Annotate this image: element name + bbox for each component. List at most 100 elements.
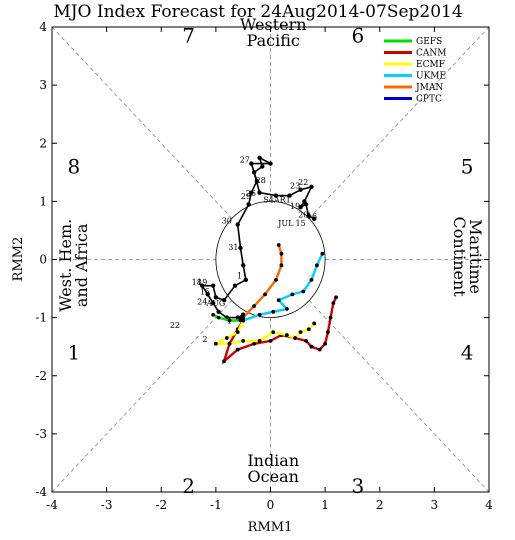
observed-point xyxy=(235,222,240,227)
observed-point xyxy=(221,297,227,303)
forecast-point-ukme xyxy=(284,307,289,311)
y-tick-label: -3 xyxy=(35,427,47,441)
forecast-point-canm xyxy=(235,347,240,352)
forecast-point-ecmf xyxy=(213,341,218,346)
forecast-point-cptc xyxy=(241,312,246,317)
observed-point xyxy=(312,216,317,222)
observed-day-label: 2 xyxy=(202,335,207,344)
observed-day-label: S4AR1 xyxy=(263,196,290,205)
phase-number-label: 4 xyxy=(461,341,474,365)
y-tick-label: -4 xyxy=(35,485,47,499)
region-label-line: Maritime xyxy=(466,219,485,294)
y-tick-label: 1 xyxy=(39,194,47,208)
forecast-point-ecmf xyxy=(257,338,262,343)
observed-point xyxy=(273,193,279,198)
forecast-point-ukme xyxy=(257,312,262,317)
observed-day-label: 19 xyxy=(197,278,207,287)
observed-point xyxy=(216,309,221,315)
forecast-point-ecmf xyxy=(306,327,311,332)
forecast-point-ukme xyxy=(276,298,281,303)
legend-label-cptc: CPTC xyxy=(416,95,442,105)
unit-circle xyxy=(215,200,326,319)
phase-number-label: 6 xyxy=(352,24,365,48)
forecast-point-canm xyxy=(222,359,226,364)
observed-day-label: 31 xyxy=(228,243,238,252)
phase-number-label: 3 xyxy=(352,474,365,498)
forecast-point-canm xyxy=(268,338,273,343)
diagonal-line xyxy=(51,26,233,219)
forecast-point-canm xyxy=(304,338,308,343)
observed-day-label: 16 xyxy=(307,212,317,221)
x-tick-label: -2 xyxy=(155,498,167,512)
region-label-line: Ocean xyxy=(248,467,299,486)
observed-day-label: 1 xyxy=(237,272,242,281)
observed-point xyxy=(251,170,257,175)
observed-day-label: AUG xyxy=(205,299,225,308)
forecast-point-gefs xyxy=(211,312,216,317)
forecast-point-ukme xyxy=(301,289,306,294)
observed-point xyxy=(254,178,260,184)
forecast-point-ukme xyxy=(241,318,246,323)
forecast-point-canm xyxy=(323,341,328,346)
y-tick-label: 3 xyxy=(39,78,47,92)
y-tick-label: 4 xyxy=(39,20,47,34)
y-tick-label: 2 xyxy=(39,136,47,150)
region-label: West. Hem.and Africa xyxy=(56,219,91,312)
observed-point xyxy=(243,277,249,283)
forecast-point-jman xyxy=(252,304,257,308)
observed-point xyxy=(210,300,216,306)
region-label-line: Pacific xyxy=(247,31,300,50)
observed-day-label: 28 xyxy=(256,176,266,185)
observed-day-label: JUL xyxy=(277,219,294,228)
forecast-point-ukme xyxy=(309,277,314,282)
legend-label-canm: CANM xyxy=(416,49,446,59)
forecast-point-jman xyxy=(274,277,278,282)
forecast-point-ecmf xyxy=(241,338,246,343)
observed-day-label: 27 xyxy=(240,155,250,164)
forecast-point-canm xyxy=(334,295,338,300)
forecast-point-ukme xyxy=(290,292,295,297)
forecast-point-ukme xyxy=(320,251,325,256)
forecast-point-jman xyxy=(276,243,281,247)
observed-point xyxy=(249,190,254,195)
diagonal-line xyxy=(308,26,490,219)
observed-point xyxy=(298,187,303,192)
forecast-point-jman xyxy=(279,263,284,268)
legend-label-jman: JMAN xyxy=(415,83,443,93)
x-tick-label: 1 xyxy=(321,498,329,512)
region-label-line: Indian xyxy=(247,451,299,470)
observed-point xyxy=(257,155,262,160)
observed-point xyxy=(309,184,314,190)
observed-day-label: 23 xyxy=(290,182,300,191)
forecast-point-jman xyxy=(279,251,284,256)
region-label: MaritimeContinent xyxy=(450,216,485,297)
phase-number-label: 2 xyxy=(182,474,195,498)
x-tick-label: -4 xyxy=(46,498,58,512)
observed-day-label: 15 xyxy=(295,219,305,228)
forecast-point-canm xyxy=(317,347,322,352)
forecast-point-canm xyxy=(331,301,336,305)
region-labels: Western Pacific Indian Ocean West. Hem.and A… xyxy=(56,15,485,486)
forecast-point-ecmf xyxy=(284,333,289,337)
forecast-point-gefs xyxy=(238,318,243,323)
x-tick-label: -3 xyxy=(101,498,113,512)
x-tick-label: 0 xyxy=(267,498,275,512)
forecast-point-canm xyxy=(252,341,257,346)
forecast-point-ecmf xyxy=(235,330,240,335)
legend-label-ecmf: ECMF xyxy=(416,60,445,70)
phase-number-label: 1 xyxy=(67,341,80,365)
region-label-line: West. Hem. xyxy=(56,219,75,312)
forecast-point-cptc xyxy=(238,315,243,320)
observed-point xyxy=(298,204,303,210)
y-axis-label: RMM2 xyxy=(11,237,26,282)
observed-point xyxy=(257,190,262,195)
forecast-point-ecmf xyxy=(312,321,317,326)
phase-number-label: 8 xyxy=(67,155,80,179)
observed-day-label: 24 xyxy=(197,297,207,306)
forecast-point-ecmf xyxy=(293,336,297,340)
region-label-line: and Africa xyxy=(72,223,91,307)
x-tick-label: 4 xyxy=(485,498,493,512)
